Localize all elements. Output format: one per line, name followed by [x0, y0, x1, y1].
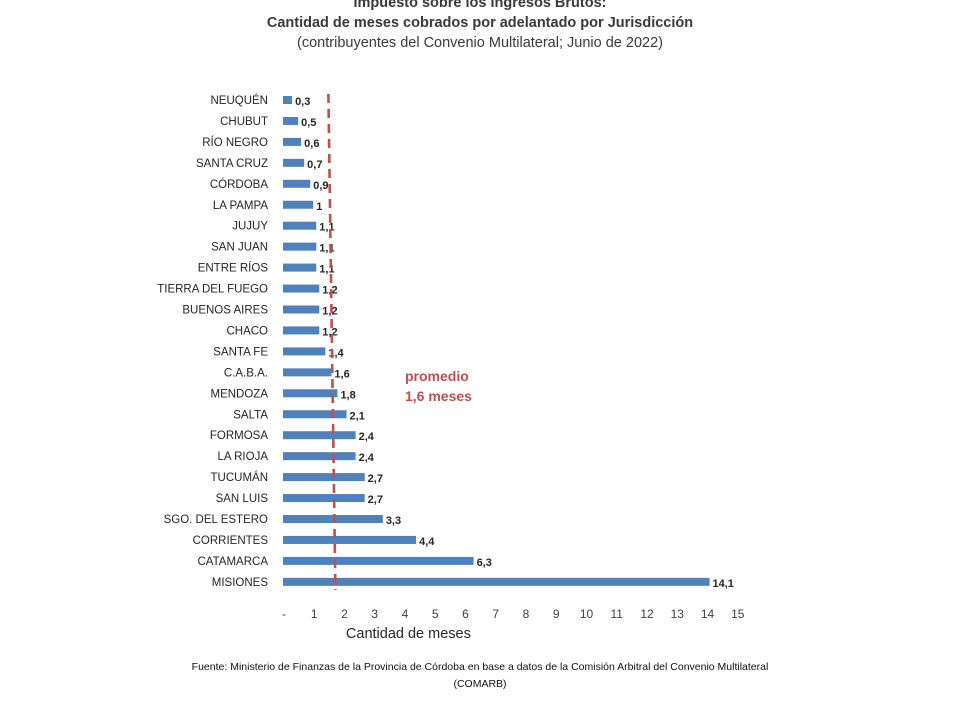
value-label: 2,4 [359, 431, 375, 443]
value-label: 1,1 [319, 222, 334, 234]
bar [283, 431, 356, 440]
bar [283, 158, 305, 167]
category-label: BUENOS AIRES [182, 305, 268, 317]
bar [283, 179, 311, 188]
bar [283, 535, 417, 544]
category-label: TUCUMÁN [211, 471, 269, 484]
bar [283, 556, 474, 565]
bar [283, 137, 302, 146]
x-tick-label: 7 [492, 607, 499, 621]
chart-subtitle: Cantidad de meses cobrados por adelantad… [266, 15, 694, 31]
bar [283, 347, 326, 356]
x-tick-label: 1 [311, 607, 318, 621]
category-label: JUJUY [232, 221, 268, 233]
chart-title-block: Impuesto sobre los Ingresos Brutos: Cant… [0, 0, 960, 53]
category-label: SAN LUIS [216, 493, 269, 505]
value-label: 0,3 [295, 96, 310, 108]
value-label: 1 [316, 201, 322, 213]
value-label: 0,6 [304, 138, 319, 150]
category-label: TIERRA DEL FUEGO [157, 284, 268, 296]
bar [283, 368, 332, 377]
value-label: 4,4 [419, 536, 435, 548]
value-label: 2,4 [359, 452, 375, 464]
value-label: 1,2 [322, 326, 337, 338]
value-label: 3,3 [386, 515, 401, 527]
category-label: MISIONES [212, 577, 269, 589]
value-label: 0,9 [313, 180, 328, 192]
category-label: LA RIOJA [218, 451, 269, 463]
bar [283, 452, 356, 461]
value-label: 2,7 [368, 494, 383, 506]
value-label: 14,1 [713, 578, 734, 590]
category-label: CHACO [226, 325, 268, 337]
chart-title: Impuesto sobre los Ingresos Brutos: [353, 0, 607, 11]
bar [283, 389, 338, 398]
bar [283, 326, 320, 335]
x-tick-label: 6 [462, 607, 469, 621]
category-label: RÍO NEGRO [202, 136, 268, 149]
source-line-2: (COMARB) [453, 678, 507, 690]
category-label: MENDOZA [211, 388, 269, 400]
category-label: SALTA [233, 409, 268, 421]
value-label: 6,3 [477, 557, 492, 569]
category-label: FORMOSA [210, 430, 268, 442]
value-label: 1,2 [322, 306, 337, 318]
category-label: CHUBUT [220, 116, 268, 128]
x-tick-label: 5 [432, 607, 439, 621]
category-label: C.A.B.A. [224, 367, 268, 379]
average-label: promedio [405, 368, 469, 384]
value-label: 0,7 [307, 159, 322, 171]
bar [283, 263, 317, 272]
value-label: 1,6 [334, 368, 349, 380]
x-axis-title: Cantidad de meses [346, 626, 471, 642]
average-line [327, 93, 337, 590]
category-label: CORRIENTES [193, 535, 269, 547]
bar [283, 305, 320, 314]
bar [283, 242, 317, 251]
bar [283, 96, 293, 104]
bar [283, 577, 710, 586]
x-tick-label: 13 [671, 607, 685, 621]
category-label: CÓRDOBA [210, 178, 268, 191]
x-tick-label: 3 [371, 607, 378, 621]
x-tick-label: 14 [701, 607, 715, 621]
category-label: CATAMARCA [198, 556, 269, 568]
x-tick-label: 4 [402, 607, 409, 621]
category-label: SANTA CRUZ [196, 158, 268, 170]
bar-chart: NEUQUÉN 0,3 CHUBUT 0,5 RÍO NEGRO 0,6 SANTA CRU… [157, 93, 745, 642]
category-label: SGO. DEL ESTERO [164, 514, 268, 526]
source-note: Fuente: Ministerio de Finanzas de la Pro… [0, 659, 960, 693]
bar [283, 116, 299, 125]
chart-subtitle-period: (contribuyentes del Convenio Multilatera… [297, 35, 663, 51]
x-tick-label: 10 [580, 607, 594, 621]
category-label: NEUQUÉN [210, 94, 268, 107]
x-tick-label: - [282, 607, 286, 621]
x-tick-label: 9 [553, 607, 560, 621]
bar [283, 410, 347, 419]
value-label: 1,1 [319, 243, 334, 255]
value-label: 1,8 [340, 389, 355, 401]
x-tick-label: 2 [341, 607, 348, 621]
value-label: 1,1 [319, 264, 334, 276]
category-label: LA PAMPA [213, 200, 269, 212]
x-tick-label: 12 [640, 607, 654, 621]
bar [283, 200, 314, 209]
bar [283, 515, 383, 523]
value-label: 2,7 [368, 473, 383, 485]
x-tick-label: 11 [611, 607, 624, 621]
value-label: 2,1 [350, 410, 365, 422]
x-tick-label: 8 [523, 607, 530, 621]
bar [283, 284, 320, 293]
category-label: SANTA FE [213, 346, 268, 358]
bar [283, 473, 365, 482]
average-value-label: 1,6 meses [405, 388, 472, 404]
category-label: ENTRE RÍOS [198, 262, 269, 275]
bar [283, 494, 365, 503]
x-tick-label: 15 [731, 607, 745, 621]
bar [283, 221, 317, 230]
value-label: 0,5 [301, 117, 316, 129]
category-label: SAN JUAN [211, 242, 268, 254]
source-line-1: Fuente: Ministerio de Finanzas de la Pro… [191, 661, 769, 673]
